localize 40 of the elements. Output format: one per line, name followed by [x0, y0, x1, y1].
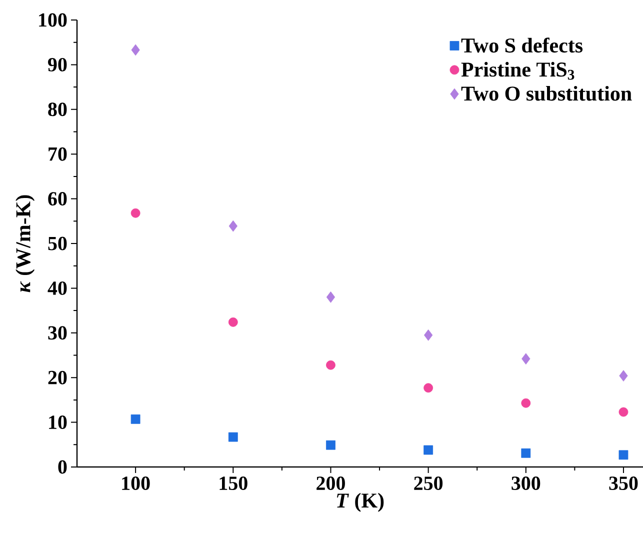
point	[326, 291, 336, 303]
point	[228, 317, 238, 327]
point	[618, 407, 628, 417]
point	[228, 220, 238, 232]
y-tick-label: 10	[49, 416, 67, 430]
point	[521, 448, 531, 458]
legend-label: Two S defects	[461, 38, 583, 53]
y-axis-title: κ (W/m-K)	[16, 195, 35, 292]
y-tick-label: 80	[48, 102, 67, 116]
point	[424, 383, 434, 393]
legend-label: Two O substitution	[461, 86, 632, 101]
point	[424, 329, 433, 341]
point	[424, 445, 434, 455]
point	[326, 440, 336, 450]
y-tick-label: 50	[48, 236, 67, 250]
y-tick-label: 60	[48, 192, 67, 206]
point	[619, 370, 628, 382]
x-tick-label: 250	[414, 476, 443, 490]
y-tick-label: 0	[58, 460, 67, 474]
x-tick-label: 100	[122, 476, 150, 490]
point	[130, 208, 140, 218]
legend-label: Pristine TiS$_{3}$	[461, 62, 574, 80]
y-tick-label: 20	[48, 370, 67, 384]
point	[618, 450, 628, 460]
y-tick-label: 70	[48, 147, 67, 161]
x-tick-label: 200	[316, 476, 345, 490]
x-tick-label: 150	[220, 476, 248, 490]
y-tick-label: 30	[48, 326, 67, 340]
y-tick-label: 100	[39, 13, 67, 27]
point	[131, 44, 140, 56]
point	[130, 414, 140, 424]
x-axis-title: T (K)	[336, 492, 384, 512]
x-tick-label: 350	[609, 476, 638, 490]
y-tick-label: 40	[48, 281, 67, 295]
point	[326, 360, 336, 370]
point	[521, 398, 531, 408]
x-tick-label: 300	[512, 476, 540, 490]
point	[228, 432, 238, 442]
y-tick-label: 90	[48, 58, 67, 72]
point	[522, 353, 530, 365]
